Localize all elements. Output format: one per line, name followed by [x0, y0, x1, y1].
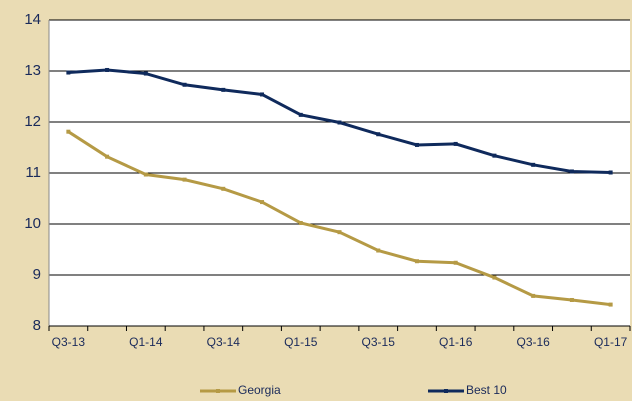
point-marker: [414, 142, 419, 147]
point-marker: [66, 129, 71, 134]
point-marker: [376, 132, 381, 137]
point-marker: [260, 92, 265, 97]
y-tick-label: 8: [33, 317, 41, 334]
point-marker: [221, 186, 226, 191]
y-tick-label: 9: [33, 266, 41, 283]
legend-marker: [216, 389, 220, 393]
point-marker: [531, 293, 536, 298]
x-tick-label: Q3-15: [362, 335, 396, 349]
point-marker: [337, 120, 342, 125]
y-tick-label: 14: [24, 11, 41, 28]
point-marker: [608, 302, 613, 307]
point-marker: [492, 153, 497, 158]
point-marker: [337, 230, 342, 235]
point-marker: [182, 82, 187, 87]
x-tick-label: Q1-14: [129, 335, 163, 349]
point-marker: [531, 162, 536, 167]
point-marker: [143, 71, 148, 76]
point-marker: [143, 172, 148, 177]
point-marker: [569, 297, 574, 302]
point-marker: [414, 259, 419, 264]
y-tick-label: 13: [24, 62, 41, 79]
x-tick-label: Q1-15: [284, 335, 318, 349]
point-marker: [608, 170, 613, 175]
point-marker: [376, 248, 381, 253]
point-marker: [105, 67, 110, 72]
x-tick-label: Q3-14: [207, 335, 241, 349]
y-tick-label: 12: [24, 113, 41, 130]
y-tick-label: 10: [24, 215, 41, 232]
point-marker: [182, 177, 187, 182]
x-tick-label: Q3-16: [516, 335, 550, 349]
x-tick-label: Q1-17: [594, 335, 628, 349]
point-marker: [221, 87, 226, 92]
x-tick-label: Q3-13: [52, 335, 86, 349]
point-marker: [492, 275, 497, 280]
point-marker: [453, 260, 458, 265]
point-marker: [298, 112, 303, 117]
y-tick-label: 11: [25, 164, 41, 181]
point-marker: [66, 70, 71, 75]
legend-label: Best 10: [466, 383, 507, 397]
legend-marker: [444, 389, 448, 393]
legend-label: Georgia: [238, 383, 281, 397]
x-tick-label: Q1-16: [439, 335, 473, 349]
point-marker: [298, 220, 303, 225]
point-marker: [260, 200, 265, 205]
point-marker: [105, 154, 110, 159]
point-marker: [569, 169, 574, 174]
point-marker: [453, 141, 458, 146]
